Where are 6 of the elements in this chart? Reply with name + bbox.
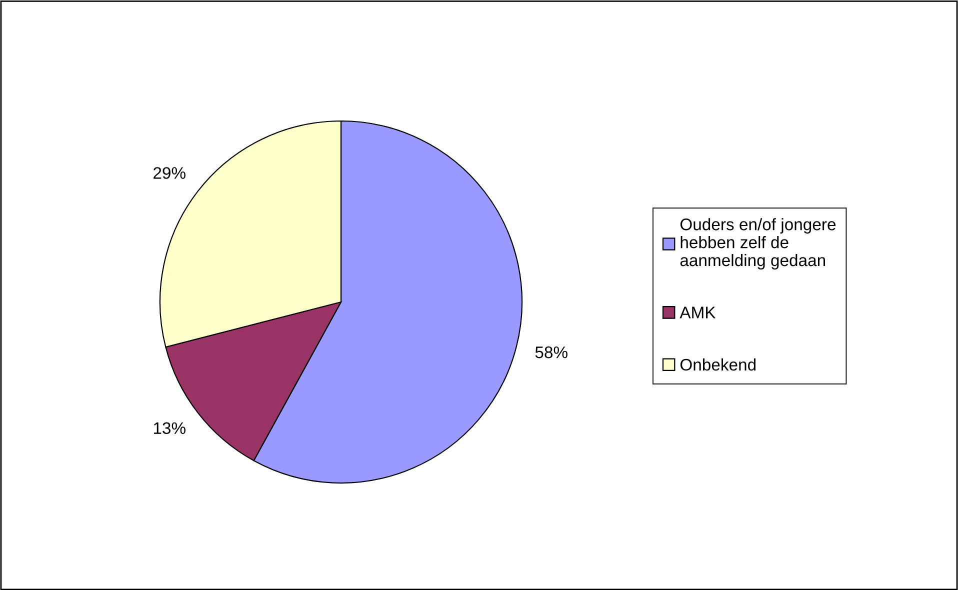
- legend-label: AMK: [680, 306, 716, 318]
- data-label: 58%: [535, 346, 568, 358]
- data-label: 13%: [154, 422, 186, 434]
- data-label: 29%: [154, 167, 186, 179]
- legend-label: Onbekend: [680, 358, 756, 371]
- legend-label: Ouders en/of jongere hebben zelf de aanmelding gedaan: [680, 218, 836, 270]
